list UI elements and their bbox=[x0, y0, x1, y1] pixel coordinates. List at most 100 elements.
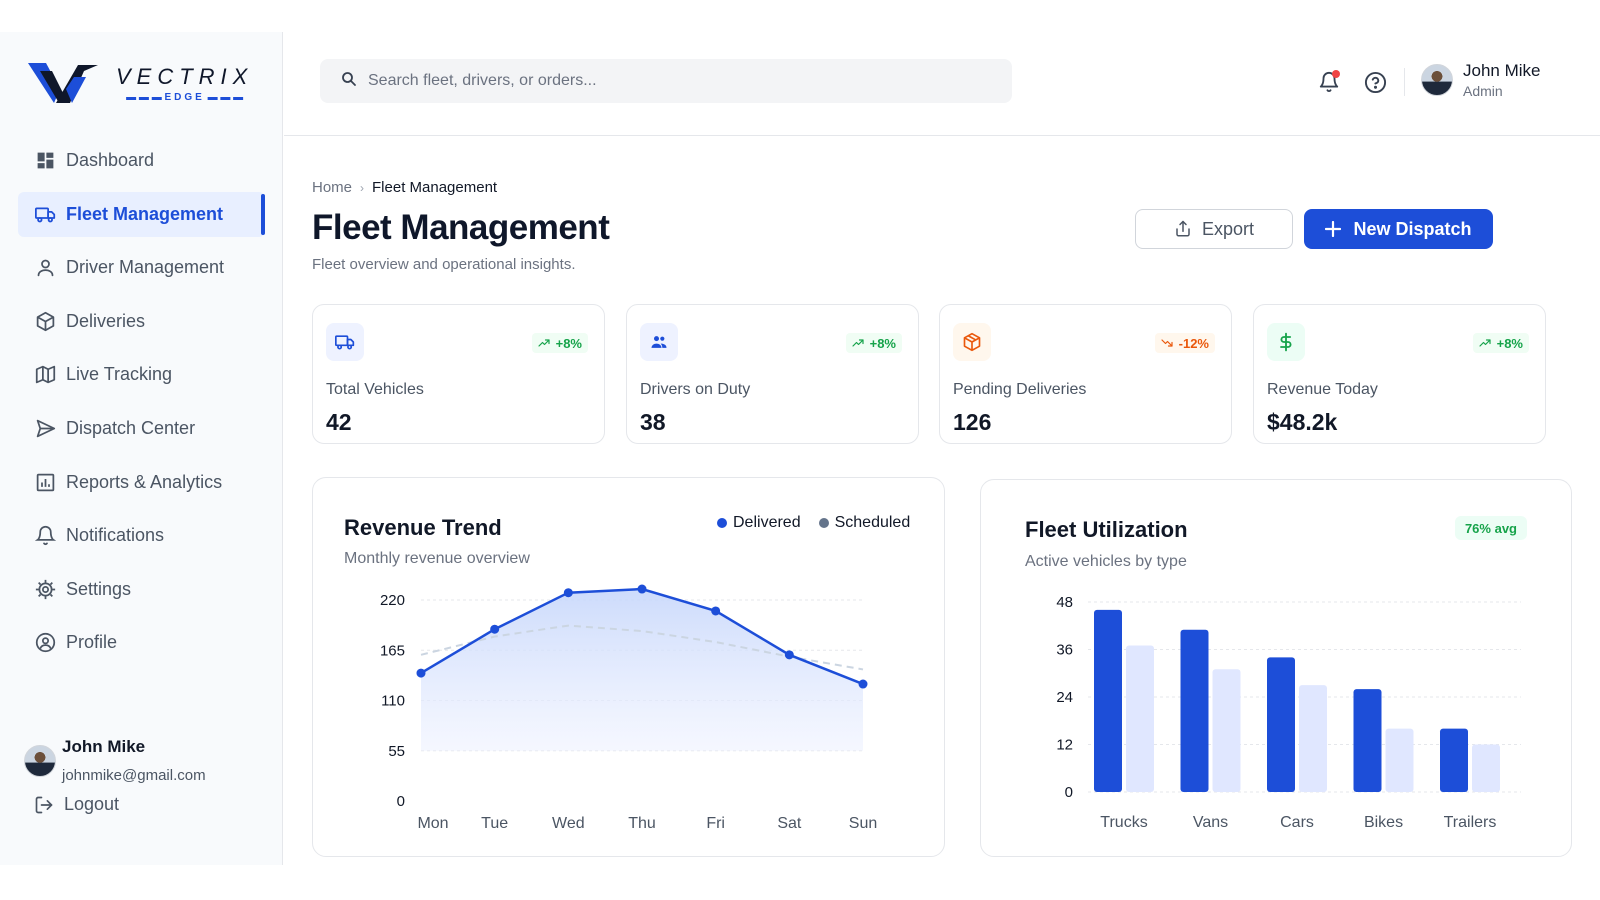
truck-icon bbox=[34, 203, 56, 225]
search-icon bbox=[340, 70, 358, 93]
data-point[interactable] bbox=[490, 624, 500, 634]
revenue-card-subtitle: Monthly revenue overview bbox=[344, 550, 530, 567]
gear-icon bbox=[34, 578, 56, 600]
stat-label: Revenue Today bbox=[1267, 381, 1378, 398]
x-tick-label: Bikes bbox=[1364, 814, 1403, 831]
bar[interactable] bbox=[1267, 657, 1295, 792]
data-point[interactable] bbox=[563, 588, 573, 598]
data-point[interactable] bbox=[416, 668, 426, 678]
bar[interactable] bbox=[1212, 669, 1241, 792]
data-point[interactable] bbox=[858, 679, 868, 689]
stat-label: Pending Deliveries bbox=[953, 381, 1087, 398]
bar[interactable] bbox=[1180, 629, 1209, 792]
breadcrumb-home[interactable]: Home bbox=[312, 179, 353, 196]
export-button[interactable]: Export bbox=[1135, 209, 1293, 249]
legend-dot bbox=[818, 518, 829, 528]
help-button[interactable] bbox=[1362, 69, 1388, 95]
page-subtitle: Fleet overview and operational insights. bbox=[312, 256, 576, 273]
bar[interactable] bbox=[1094, 609, 1122, 792]
sidebar-item-label: Deliveries bbox=[66, 310, 146, 331]
x-tick-label: Tue bbox=[481, 815, 508, 832]
stat-value: $48.2k bbox=[1267, 409, 1338, 435]
sidebar-item-notifications[interactable]: Notifications bbox=[18, 513, 265, 558]
sidebar-item-live-tracking[interactable]: Live Tracking bbox=[18, 352, 265, 397]
bar[interactable] bbox=[1299, 685, 1327, 792]
utilization-avg-badge: 76% avg bbox=[1454, 516, 1527, 540]
fleet-utilization-card: Fleet Utilization Active vehicles by typ… bbox=[980, 479, 1572, 857]
brand-logo[interactable]: VECTRIX ▬ ▬ ▬ EDGE ▬ ▬ ▬ bbox=[26, 58, 256, 108]
new-dispatch-label: New Dispatch bbox=[1353, 218, 1472, 239]
stat-value: 126 bbox=[953, 409, 992, 435]
x-tick-label: Trailers bbox=[1444, 814, 1497, 831]
data-point[interactable] bbox=[711, 606, 721, 616]
trend-down-icon bbox=[1161, 337, 1173, 349]
bar[interactable] bbox=[1126, 645, 1154, 792]
stat-card: +8% Revenue Today $48.2k bbox=[1253, 304, 1546, 444]
notification-dot bbox=[1332, 70, 1340, 78]
bar[interactable] bbox=[1472, 744, 1500, 793]
sidebar: VECTRIX ▬ ▬ ▬ EDGE ▬ ▬ ▬ Dashboard Fleet … bbox=[0, 32, 283, 865]
bar[interactable] bbox=[1385, 728, 1414, 792]
sidebar-item-dispatch-center[interactable]: Dispatch Center bbox=[18, 406, 265, 451]
sidebar-nav: Dashboard Fleet Management Driver Manageme… bbox=[18, 138, 265, 674]
stat-change-badge: +8% bbox=[1472, 333, 1529, 353]
data-point[interactable] bbox=[784, 650, 794, 660]
sidebar-item-settings[interactable]: Settings bbox=[18, 567, 265, 612]
utilization-bar-chart: 0 12 24 36 48 Trucks Vans Cars Bikes Trailers bbox=[1056, 594, 1521, 831]
stats-row: +8% Total Vehicles 42 +8% Drivers on Duty 38 -… bbox=[312, 304, 1567, 444]
bar[interactable] bbox=[1353, 689, 1382, 792]
package-icon bbox=[953, 323, 991, 361]
help-icon bbox=[1364, 71, 1386, 93]
delivered-area bbox=[421, 589, 863, 751]
stat-label: Drivers on Duty bbox=[640, 381, 751, 398]
y-tick-label: 48 bbox=[1056, 594, 1073, 611]
sidebar-item-driver-management[interactable]: Driver Management bbox=[18, 245, 265, 290]
y-tick-label: 110 bbox=[381, 693, 405, 710]
sidebar-item-label: Notifications bbox=[66, 525, 165, 546]
sidebar-item-fleet-management[interactable]: Fleet Management bbox=[18, 191, 265, 237]
logout-button[interactable]: Logout bbox=[34, 794, 119, 815]
new-dispatch-button[interactable]: New Dispatch bbox=[1304, 209, 1493, 249]
legend-item: Delivered bbox=[717, 514, 801, 532]
map-icon bbox=[34, 364, 56, 386]
user-icon bbox=[34, 257, 56, 279]
plus-icon bbox=[1325, 221, 1342, 237]
data-point[interactable] bbox=[637, 584, 647, 594]
bell-icon bbox=[1319, 72, 1339, 93]
header-divider bbox=[1404, 68, 1405, 96]
search-bar[interactable] bbox=[320, 59, 1012, 103]
search-input[interactable] bbox=[368, 72, 968, 90]
x-tick-label: Cars bbox=[1280, 814, 1314, 831]
vectrix-logo-icon bbox=[28, 63, 98, 103]
breadcrumb-current: Fleet Management bbox=[372, 179, 498, 196]
sidebar-item-profile[interactable]: Profile bbox=[18, 620, 265, 665]
header-user-menu[interactable]: John Mike Admin bbox=[1421, 61, 1540, 99]
utilization-card-title: Fleet Utilization bbox=[1025, 517, 1188, 542]
sidebar-item-dashboard[interactable]: Dashboard bbox=[18, 138, 265, 183]
y-tick-label: 0 bbox=[397, 793, 405, 810]
x-tick-label: Sun bbox=[849, 815, 877, 832]
bell-icon bbox=[34, 525, 56, 547]
truck-icon bbox=[326, 323, 364, 361]
revenue-trend-card: Revenue Trend Monthly revenue overview D… bbox=[312, 477, 945, 857]
sidebar-item-deliveries[interactable]: Deliveries bbox=[18, 299, 265, 344]
chart-icon bbox=[34, 471, 56, 493]
x-tick-label: Wed bbox=[552, 815, 585, 832]
trend-up-icon bbox=[538, 337, 550, 349]
header-user-role: Admin bbox=[1463, 83, 1503, 99]
sidebar-item-label: Driver Management bbox=[66, 257, 225, 278]
sidebar-user[interactable]: John Mike johnmike@gmail.com bbox=[24, 737, 206, 784]
dashboard-icon bbox=[34, 150, 56, 172]
dollar-icon bbox=[1267, 323, 1305, 361]
sidebar-item-label: Profile bbox=[66, 632, 118, 653]
notifications-button[interactable] bbox=[1316, 69, 1342, 95]
y-tick-label: 220 bbox=[380, 592, 405, 609]
brand-name: VECTRIX bbox=[116, 63, 254, 89]
sidebar-item-label: Live Tracking bbox=[66, 364, 173, 385]
legend-item: Scheduled bbox=[818, 514, 910, 532]
y-tick-label: 36 bbox=[1056, 642, 1073, 659]
bar[interactable] bbox=[1440, 728, 1468, 792]
sidebar-item-reports-analytics[interactable]: Reports & Analytics bbox=[18, 460, 265, 505]
x-tick-label: Sat bbox=[777, 815, 802, 832]
x-tick-label: Thu bbox=[628, 815, 656, 832]
